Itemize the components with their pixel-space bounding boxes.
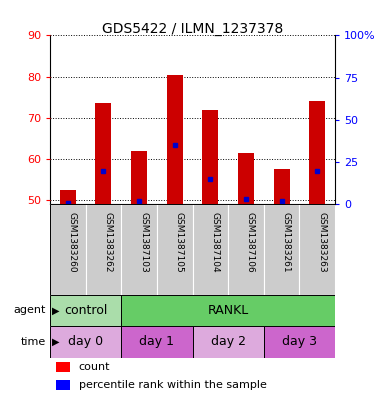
Bar xyxy=(157,204,192,295)
Text: percentile rank within the sample: percentile rank within the sample xyxy=(79,380,266,390)
Text: GDS5422 / ILMN_1237378: GDS5422 / ILMN_1237378 xyxy=(102,22,283,36)
Bar xyxy=(264,204,300,295)
Bar xyxy=(167,75,183,204)
Bar xyxy=(121,326,192,358)
Bar xyxy=(56,380,70,390)
Bar xyxy=(264,326,335,358)
Bar xyxy=(85,204,121,295)
Text: day 1: day 1 xyxy=(139,335,174,349)
Text: RANKL: RANKL xyxy=(208,304,249,317)
Text: GSM1387105: GSM1387105 xyxy=(175,211,184,272)
Text: GSM1383261: GSM1383261 xyxy=(281,211,291,272)
Text: time: time xyxy=(21,337,46,347)
Bar xyxy=(192,204,228,295)
Text: GSM1383262: GSM1383262 xyxy=(104,211,112,272)
Bar xyxy=(309,101,325,204)
Bar xyxy=(50,295,121,326)
Bar xyxy=(50,204,85,295)
Bar xyxy=(50,326,121,358)
Bar xyxy=(238,153,254,204)
Text: GSM1387103: GSM1387103 xyxy=(139,211,148,272)
Text: control: control xyxy=(64,304,107,317)
Bar xyxy=(300,204,335,295)
Bar xyxy=(121,295,335,326)
Text: ▶: ▶ xyxy=(52,337,59,347)
Bar xyxy=(273,169,290,204)
Text: GSM1383263: GSM1383263 xyxy=(317,211,326,272)
Text: count: count xyxy=(79,362,110,372)
Text: ▶: ▶ xyxy=(52,305,59,316)
Bar xyxy=(131,151,147,204)
Text: agent: agent xyxy=(14,305,46,316)
Text: day 2: day 2 xyxy=(211,335,246,349)
Bar xyxy=(228,204,264,295)
Bar xyxy=(192,326,264,358)
Text: GSM1387104: GSM1387104 xyxy=(210,211,219,272)
Bar xyxy=(95,103,112,204)
Text: GSM1387106: GSM1387106 xyxy=(246,211,255,272)
Bar xyxy=(202,110,218,204)
Bar xyxy=(121,204,157,295)
Text: day 0: day 0 xyxy=(68,335,103,349)
Text: GSM1383260: GSM1383260 xyxy=(68,211,77,272)
Bar xyxy=(60,190,76,204)
Bar xyxy=(56,362,70,373)
Text: day 3: day 3 xyxy=(282,335,317,349)
